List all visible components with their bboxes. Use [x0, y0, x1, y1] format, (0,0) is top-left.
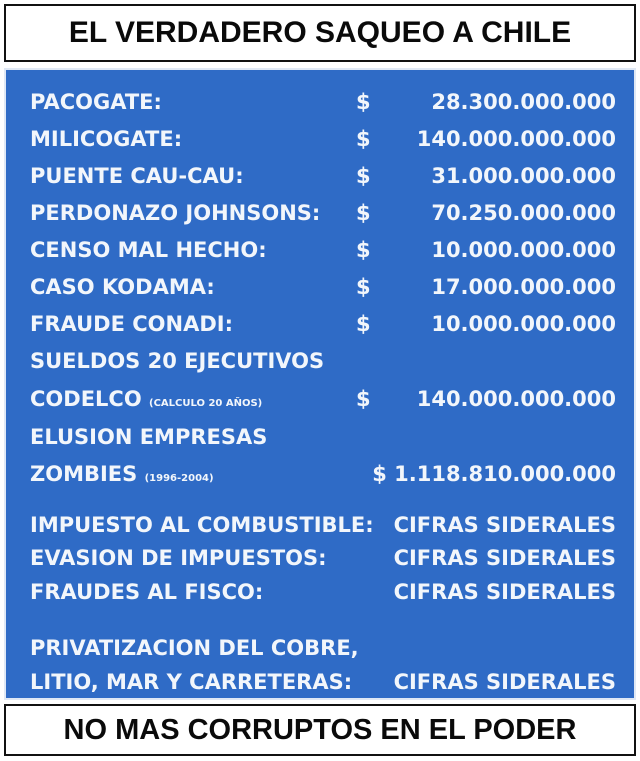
- item-amount: 140.000.000.000: [416, 387, 616, 411]
- item-label: LITIO, MAR Y CARRETERAS:: [30, 670, 353, 694]
- item-currency: $: [356, 238, 371, 262]
- item-value: CIFRAS SIDERALES: [393, 546, 616, 570]
- codelco-line2: CODELCO (CALCULO 20 AÑOS) $140.000.000.00…: [30, 382, 616, 416]
- item-label: PRIVATIZACION DEL COBRE,: [30, 636, 359, 660]
- list-item: IMPUESTO AL COMBUSTIBLE: CIFRAS SIDERALES: [30, 508, 616, 542]
- item-currency: $: [356, 312, 371, 336]
- item-amount: 10.000.000.000: [431, 312, 616, 336]
- item-label: FRAUDES AL FISCO:: [30, 580, 264, 604]
- item-amount: 28.300.000.000: [431, 90, 616, 114]
- privatizacion-line1: PRIVATIZACION DEL COBRE,: [30, 631, 616, 665]
- item-amount: 17.000.000.000: [431, 275, 616, 299]
- privatizacion-line2: LITIO, MAR Y CARRETERAS: CIFRAS SIDERALES: [30, 665, 616, 699]
- zombies-line1: ELUSION EMPRESAS: [30, 420, 616, 454]
- item-label: PACOGATE:: [30, 90, 162, 114]
- codelco-line1: SUELDOS 20 EJECUTIVOS: [30, 344, 616, 378]
- list-item: MILICOGATE: $140.000.000.000: [30, 122, 616, 156]
- list-item: FRAUDE CONADI: $10.000.000.000: [30, 307, 616, 341]
- list-item: CENSO MAL HECHO: $10.000.000.000: [30, 233, 616, 267]
- list-item: PERDONAZO JOHNSONS: $70.250.000.000: [30, 196, 616, 230]
- item-label: PUENTE CAU-CAU:: [30, 164, 244, 188]
- list-item: FRAUDES AL FISCO: CIFRAS SIDERALES: [30, 575, 616, 609]
- item-label: SUELDOS 20 EJECUTIVOS: [30, 349, 325, 373]
- item-amount: 31.000.000.000: [431, 164, 616, 188]
- poster-title: EL VERDADERO SAQUEO A CHILE: [4, 4, 636, 62]
- item-note: (1996-2004): [144, 473, 214, 484]
- list-item: PUENTE CAU-CAU: $31.000.000.000: [30, 159, 616, 193]
- list-item: EVASION DE IMPUESTOS: CIFRAS SIDERALES: [30, 541, 616, 575]
- item-amount: 140.000.000.000: [416, 127, 616, 151]
- item-value: CIFRAS SIDERALES: [393, 513, 616, 537]
- zombies-line2: ZOMBIES (1996-2004) $ 1.118.810.000.000: [30, 457, 616, 491]
- item-currency: $: [356, 127, 371, 151]
- item-label: IMPUESTO AL COMBUSTIBLE:: [30, 513, 374, 537]
- item-label: FRAUDE CONADI:: [30, 312, 233, 336]
- item-value: CIFRAS SIDERALES: [393, 670, 616, 694]
- item-label: CENSO MAL HECHO:: [30, 238, 267, 262]
- item-currency: $: [356, 387, 371, 411]
- item-value: CIFRAS SIDERALES: [393, 580, 616, 604]
- item-amount: $ 1.118.810.000.000: [372, 462, 616, 486]
- item-currency: $: [356, 90, 371, 114]
- item-amount: 10.000.000.000: [431, 238, 616, 262]
- cost-panel: PACOGATE: $28.300.000.000 MILICOGATE: $140…: [4, 68, 636, 700]
- item-currency: $: [356, 201, 371, 225]
- item-label: MILICOGATE:: [30, 127, 183, 151]
- item-label: EVASION DE IMPUESTOS:: [30, 546, 327, 570]
- list-item: PACOGATE: $28.300.000.000: [30, 85, 616, 119]
- item-currency: $: [356, 275, 371, 299]
- item-currency: $: [356, 164, 371, 188]
- item-label: CODELCO: [30, 387, 142, 411]
- item-label: ZOMBIES: [30, 462, 138, 486]
- item-label: PERDONAZO JOHNSONS:: [30, 201, 321, 225]
- item-note: (CALCULO 20 AÑOS): [149, 398, 263, 409]
- list-item: CASO KODAMA: $17.000.000.000: [30, 270, 616, 304]
- item-amount: 70.250.000.000: [431, 201, 616, 225]
- item-label: CASO KODAMA:: [30, 275, 215, 299]
- poster-footer: NO MAS CORRUPTOS EN EL PODER: [4, 704, 636, 756]
- item-label: ELUSION EMPRESAS: [30, 425, 268, 449]
